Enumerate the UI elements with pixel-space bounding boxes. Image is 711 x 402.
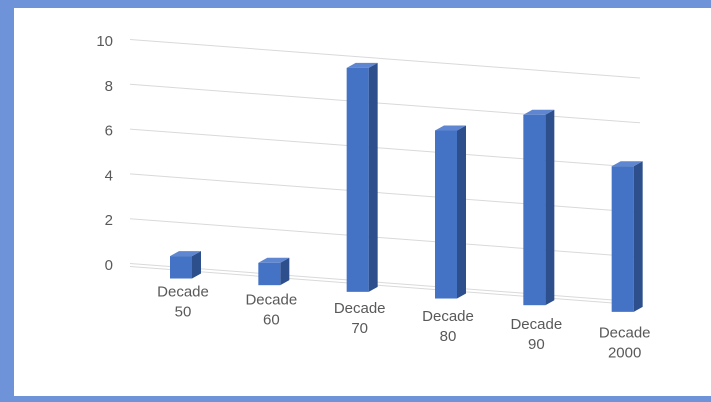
- bar-1: [258, 262, 281, 286]
- bar-side-3: [457, 125, 466, 299]
- bar-5: [611, 166, 634, 312]
- x-category-label: Decade 60: [245, 292, 297, 329]
- bar-2: [346, 67, 369, 292]
- bar-0: [170, 256, 192, 279]
- bar-side-0: [192, 251, 201, 279]
- gridline-5: [129, 38, 641, 79]
- bar-3: [435, 130, 457, 299]
- gridline-0: [129, 262, 641, 303]
- bar-top-3: [435, 125, 466, 131]
- x-category-label: Decade 80: [422, 308, 474, 345]
- frame-left-border: [0, 0, 14, 402]
- frame-bottom-border: [0, 396, 711, 402]
- y-tick-label: 2: [105, 212, 113, 229]
- bar-side-4: [545, 109, 555, 306]
- gridline-1: [129, 218, 641, 258]
- y-tick-label: 10: [96, 33, 113, 50]
- bar-top-5: [611, 161, 643, 167]
- bar-side-1: [280, 257, 290, 286]
- x-category-label: Decade 70: [334, 300, 386, 337]
- bar-top-0: [170, 251, 201, 257]
- y-tick-label: 0: [105, 257, 113, 274]
- bar-top-1: [258, 257, 290, 263]
- x-category-label: Decade 2000: [599, 324, 651, 361]
- x-category-label: Decade 90: [510, 316, 562, 353]
- bar-4: [523, 114, 546, 306]
- x-category-label: Decade 50: [157, 284, 209, 321]
- bar-top-2: [346, 62, 378, 68]
- y-tick-label: 4: [105, 167, 113, 184]
- y-tick-label: 6: [105, 123, 113, 140]
- bar-side-5: [633, 161, 643, 312]
- bar-top-4: [523, 109, 555, 115]
- y-tick-label: 8: [105, 78, 113, 95]
- floor-line: [129, 265, 641, 306]
- gridline-3: [129, 128, 641, 169]
- gridline-2: [129, 173, 641, 213]
- bar-side-2: [368, 62, 378, 292]
- gridline-4: [129, 83, 641, 124]
- frame-top-border: [0, 0, 711, 8]
